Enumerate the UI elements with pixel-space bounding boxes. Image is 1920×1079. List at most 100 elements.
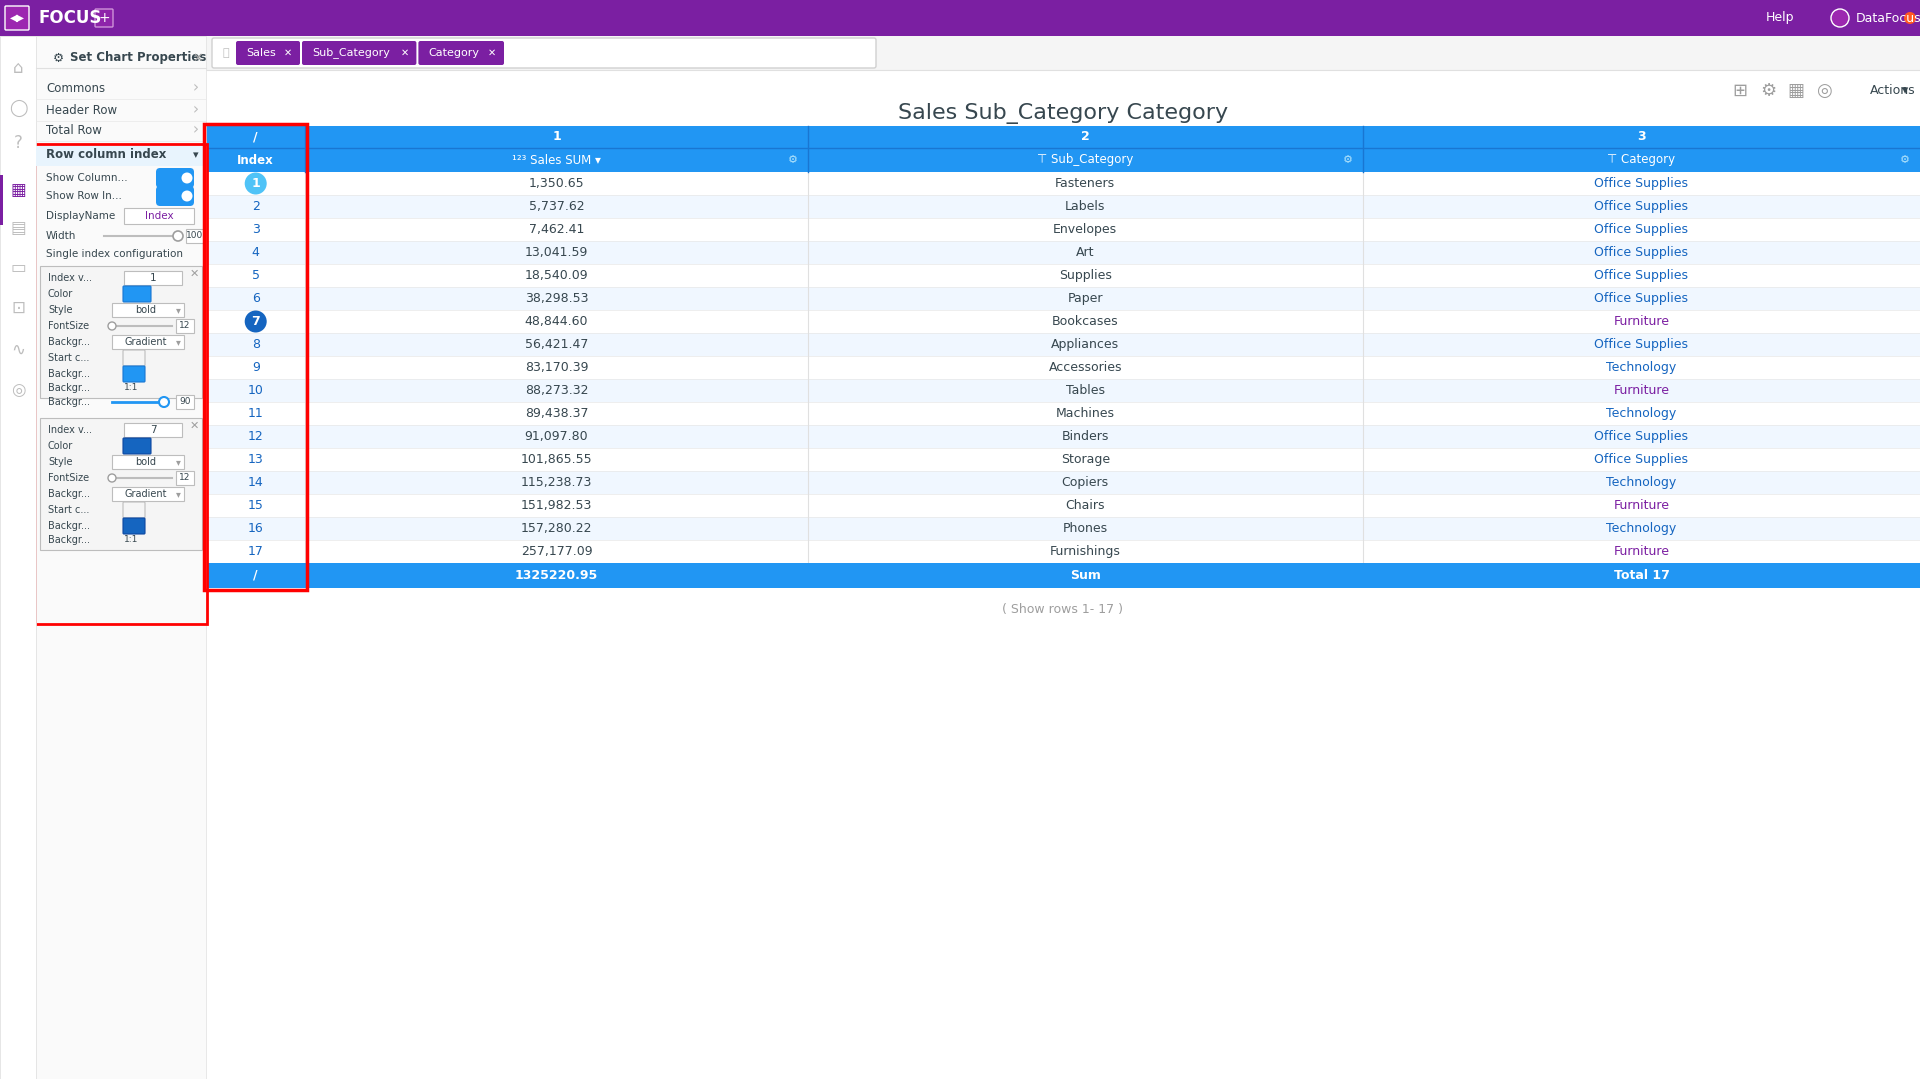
Text: ◎: ◎: [12, 381, 25, 399]
Text: ▾: ▾: [175, 457, 180, 467]
Text: 7,462.41: 7,462.41: [528, 223, 584, 236]
FancyBboxPatch shape: [177, 319, 194, 333]
Text: Index v...: Index v...: [48, 273, 92, 283]
Text: ▾: ▾: [175, 305, 180, 315]
Circle shape: [182, 191, 192, 202]
Text: Backgr...: Backgr...: [48, 521, 90, 531]
Text: 257,177.09: 257,177.09: [520, 545, 593, 558]
FancyBboxPatch shape: [205, 310, 1920, 333]
Text: Paper: Paper: [1068, 292, 1102, 305]
Text: ▦: ▦: [1788, 82, 1805, 100]
FancyBboxPatch shape: [123, 286, 152, 302]
Text: /: /: [253, 569, 257, 582]
FancyBboxPatch shape: [205, 195, 1920, 218]
Text: Furniture: Furniture: [1613, 498, 1670, 513]
Text: Office Supplies: Office Supplies: [1594, 177, 1688, 190]
Text: Style: Style: [48, 305, 73, 315]
Text: 1: 1: [252, 177, 259, 190]
Text: ▾: ▾: [194, 150, 200, 160]
Text: ⚙: ⚙: [787, 155, 797, 165]
FancyBboxPatch shape: [205, 517, 1920, 540]
Text: Envelopes: Envelopes: [1054, 223, 1117, 236]
Text: FontSize: FontSize: [48, 320, 88, 331]
Text: ›: ›: [194, 81, 200, 96]
Text: Total 17: Total 17: [1613, 569, 1668, 582]
Text: Office Supplies: Office Supplies: [1594, 453, 1688, 466]
Text: 48,844.60: 48,844.60: [524, 315, 588, 328]
Text: Set Chart Properties: Set Chart Properties: [69, 52, 205, 65]
Text: 1: 1: [553, 131, 561, 144]
Text: 2: 2: [252, 200, 259, 213]
Text: Total Row: Total Row: [46, 123, 102, 137]
Text: 3: 3: [252, 223, 259, 236]
Text: 🔍: 🔍: [223, 47, 228, 58]
Text: 1,350.65: 1,350.65: [528, 177, 584, 190]
Text: Show Column...: Show Column...: [46, 173, 127, 183]
Text: ∿: ∿: [12, 341, 25, 359]
Text: 157,280.22: 157,280.22: [520, 522, 591, 535]
Text: Color: Color: [48, 441, 73, 451]
FancyBboxPatch shape: [205, 264, 1920, 287]
Text: ⚙: ⚙: [1901, 155, 1910, 165]
Text: Gradient: Gradient: [125, 337, 167, 347]
Text: Technology: Technology: [1607, 522, 1676, 535]
FancyBboxPatch shape: [205, 356, 1920, 379]
Text: Storage: Storage: [1060, 453, 1110, 466]
FancyBboxPatch shape: [6, 6, 29, 30]
Text: Binders: Binders: [1062, 431, 1110, 443]
Circle shape: [159, 397, 169, 407]
Text: Backgr...: Backgr...: [48, 489, 90, 498]
Text: Actions: Actions: [1870, 84, 1916, 97]
Text: 1325220.95: 1325220.95: [515, 569, 599, 582]
Text: Office Supplies: Office Supplies: [1594, 269, 1688, 282]
FancyBboxPatch shape: [156, 186, 194, 206]
Text: 4: 4: [252, 246, 259, 259]
Text: ⊞: ⊞: [1732, 82, 1747, 100]
Text: Machines: Machines: [1056, 407, 1116, 420]
Text: Phones: Phones: [1062, 522, 1108, 535]
FancyBboxPatch shape: [301, 41, 417, 65]
FancyBboxPatch shape: [205, 172, 1920, 195]
Text: ▾: ▾: [175, 337, 180, 347]
Text: ▭: ▭: [10, 259, 25, 277]
Text: Sales: Sales: [246, 47, 276, 58]
Text: ✕: ✕: [190, 269, 198, 279]
Text: ⊤ Sub_Category: ⊤ Sub_Category: [1037, 153, 1133, 166]
Text: 90: 90: [179, 397, 190, 407]
FancyBboxPatch shape: [0, 36, 36, 1079]
Text: ⚙: ⚙: [1342, 155, 1354, 165]
FancyBboxPatch shape: [111, 334, 184, 349]
Text: Backgr...: Backgr...: [48, 369, 90, 379]
FancyBboxPatch shape: [205, 241, 1920, 264]
Text: ⌂: ⌂: [13, 59, 23, 77]
Text: 100: 100: [186, 232, 204, 241]
FancyBboxPatch shape: [1761, 40, 1860, 66]
Text: ›: ›: [194, 123, 200, 137]
FancyBboxPatch shape: [111, 455, 184, 469]
FancyBboxPatch shape: [205, 333, 1920, 356]
Text: Furniture: Furniture: [1613, 545, 1670, 558]
Text: 1: 1: [150, 273, 156, 283]
Text: 6: 6: [252, 292, 259, 305]
Text: Backgr...: Backgr...: [48, 397, 90, 407]
FancyBboxPatch shape: [123, 518, 146, 534]
Text: ¹²³ Sales SUM ▾: ¹²³ Sales SUM ▾: [513, 153, 601, 166]
Text: Office Supplies: Office Supplies: [1594, 338, 1688, 351]
Text: ✕: ✕: [284, 47, 292, 58]
FancyBboxPatch shape: [211, 38, 876, 68]
Text: 1:1: 1:1: [125, 535, 138, 545]
Text: 13,041.59: 13,041.59: [524, 246, 588, 259]
FancyBboxPatch shape: [205, 540, 1920, 563]
Circle shape: [182, 173, 192, 183]
Text: Technology: Technology: [1607, 361, 1676, 374]
Text: 89,438.37: 89,438.37: [524, 407, 588, 420]
Text: Show Row In...: Show Row In...: [46, 191, 121, 201]
Text: +: +: [98, 11, 109, 25]
Text: Fasteners: Fasteners: [1056, 177, 1116, 190]
Text: Gradient: Gradient: [125, 489, 167, 498]
Text: Supplies: Supplies: [1058, 269, 1112, 282]
Text: Index v...: Index v...: [48, 425, 92, 435]
Text: /: /: [253, 131, 257, 144]
Text: Furniture: Furniture: [1613, 315, 1670, 328]
Text: Color: Color: [48, 289, 73, 299]
